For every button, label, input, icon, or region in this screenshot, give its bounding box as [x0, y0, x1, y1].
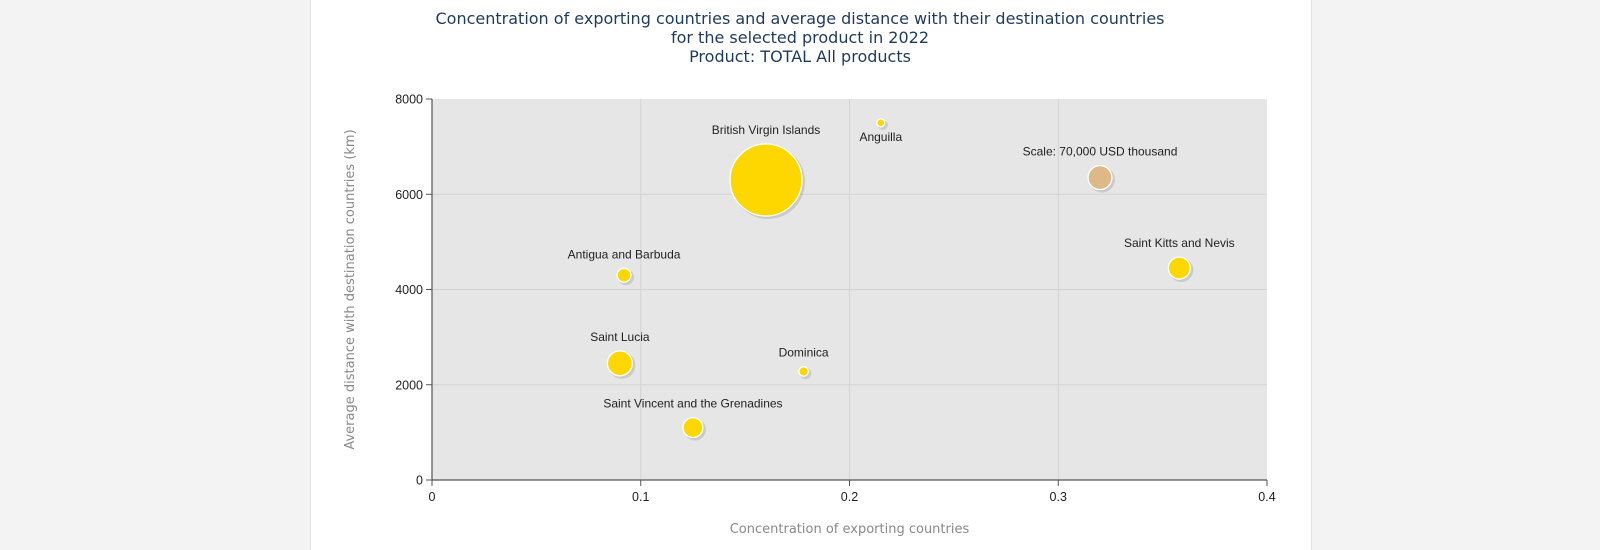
- x-axis-title: Concentration of exporting countries: [730, 522, 970, 537]
- bubble-marker: [1087, 164, 1113, 191]
- bubble-saint-lucia: [606, 350, 636, 379]
- chart-title: Concentration of exporting countries and…: [0, 9, 1600, 66]
- x-tick-label: 0.2: [841, 490, 858, 504]
- bubble-antigua-and-barbuda: [616, 267, 634, 286]
- bubble-marker: [1167, 256, 1191, 280]
- y-tick-label: 8000: [395, 93, 423, 107]
- y-tick-label: 0: [416, 474, 423, 488]
- label-anguilla: Anguilla: [859, 130, 902, 144]
- bubble-anguilla: [876, 118, 888, 130]
- y-tick-label: 2000: [395, 378, 423, 392]
- label-saint-lucia: Saint Lucia: [590, 330, 650, 344]
- x-tick-label: 0.4: [1258, 490, 1275, 504]
- label-scale-marker: Scale: 70,000 USD thousand: [1023, 145, 1178, 159]
- title-line-1: Concentration of exporting countries and…: [435, 9, 1165, 28]
- gridlines: [432, 99, 1267, 480]
- bubble-marker: [606, 350, 633, 377]
- bubble-scale-marker: [1087, 164, 1115, 193]
- label-saint-kitts-and-nevis: Saint Kitts and Nevis: [1124, 236, 1235, 250]
- title-line-2: for the selected product in 2022: [670, 28, 930, 47]
- x-tick-label: 0: [429, 490, 436, 504]
- label-british-virgin-islands: British Virgin Islands: [712, 123, 821, 137]
- bubble-marker: [729, 143, 803, 217]
- bubble-marker: [616, 267, 632, 283]
- bubble-dominica: [798, 366, 812, 380]
- bubble-saint-vincent-and-the-grenadines: [682, 417, 706, 441]
- x-tick-label: 0.1: [632, 490, 649, 504]
- bubble-marker: [798, 366, 809, 377]
- y-axis-title: Average distance with destination countr…: [343, 129, 358, 449]
- label-saint-vincent-and-the-grenadines: Saint Vincent and the Grenadines: [603, 397, 782, 411]
- bubbles: [606, 118, 1194, 441]
- title-line-3: Product: TOTAL All products: [689, 47, 911, 66]
- x-tick-label: 0.3: [1050, 490, 1067, 504]
- y-tick-label: 4000: [395, 283, 423, 297]
- label-dominica: Dominica: [779, 346, 829, 360]
- bubble-british-virgin-islands: [729, 143, 805, 219]
- point-labels: British Virgin Islands Saint Lucia Scale: …: [568, 123, 1235, 411]
- bubble-marker: [682, 417, 704, 439]
- bubble-marker: [876, 118, 886, 128]
- axes: 0 0.1 0.2 0.3 0.4 0 2000 4000 6000 8000: [395, 93, 1276, 505]
- y-tick-label: 6000: [395, 188, 423, 202]
- label-antigua-and-barbuda: Antigua and Barbuda: [568, 247, 681, 261]
- bubble-saint-kitts-and-nevis: [1167, 256, 1194, 283]
